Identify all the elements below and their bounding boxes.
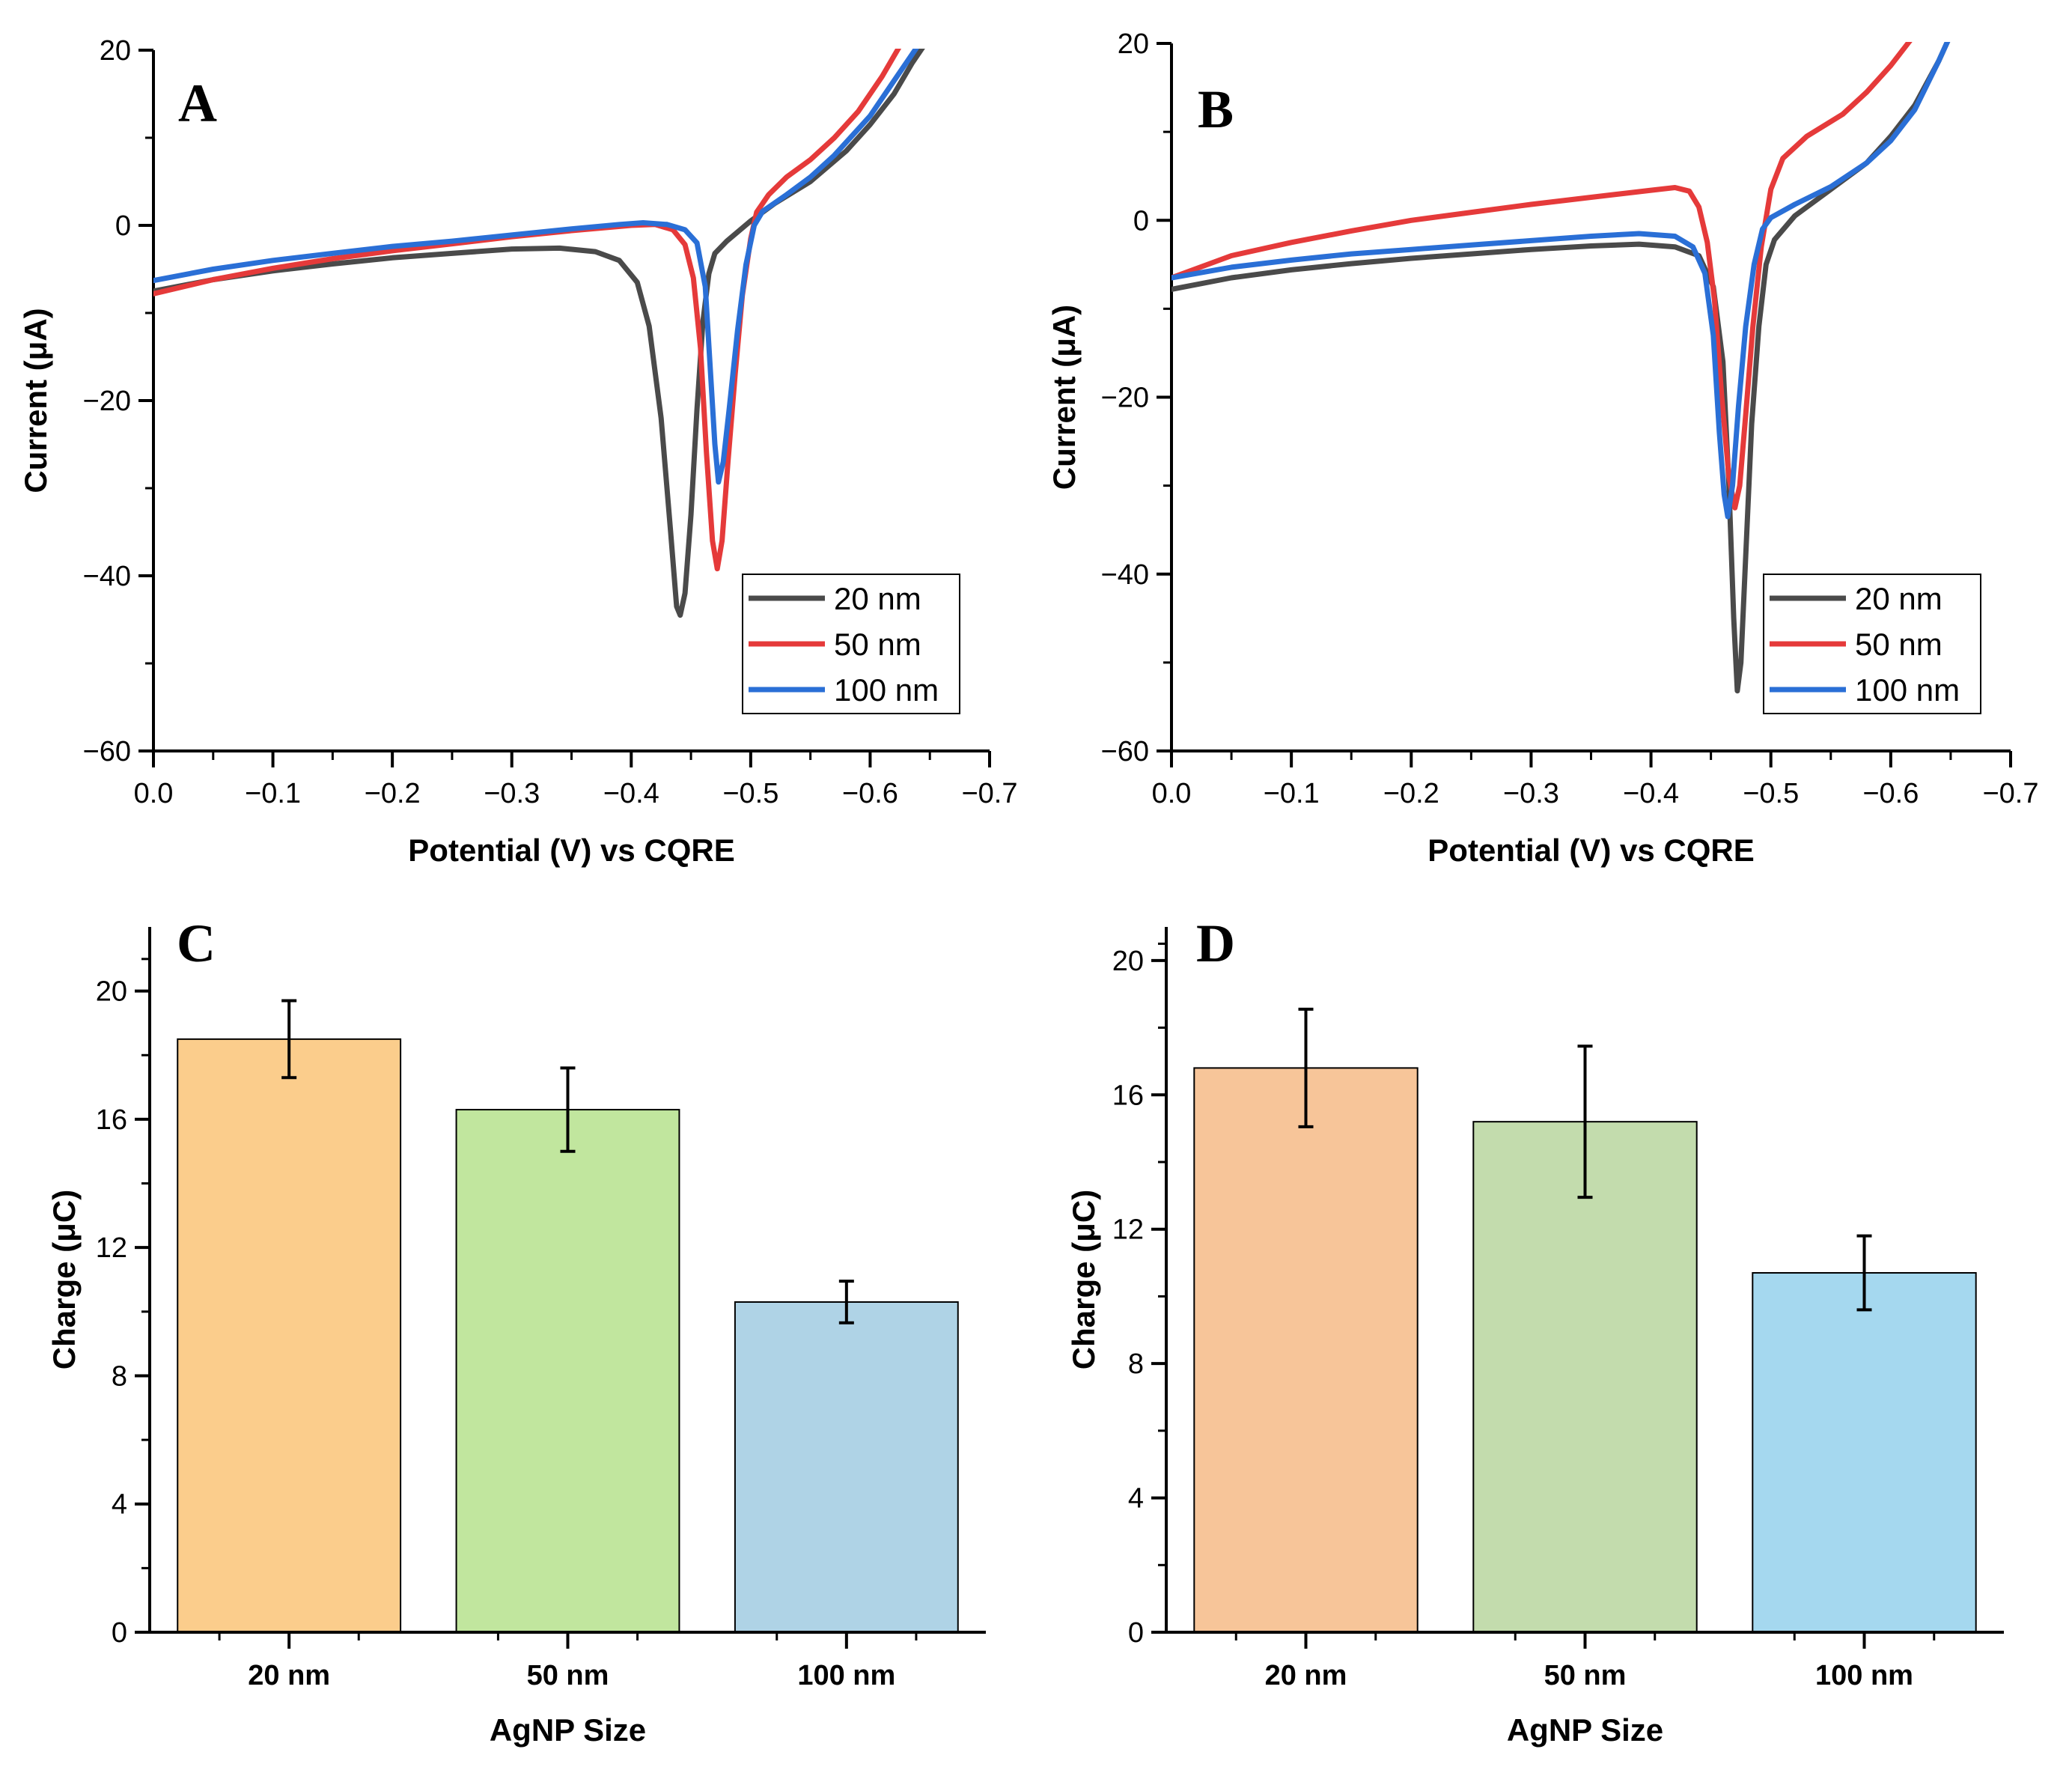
x-tick-label: −0.1 [1264, 778, 1320, 809]
y-tick-label: 0 [1128, 1617, 1144, 1649]
legend: 20 nm 50 nm 100 nm [742, 574, 960, 714]
panel-label: B [1198, 79, 1234, 139]
y-tick-label: 20 [1112, 946, 1144, 977]
y-tick-label: −60 [83, 736, 131, 767]
legend-label: 20 nm [1855, 581, 1942, 616]
legend-label: 20 nm [834, 581, 921, 616]
series-line-50-nm [153, 49, 902, 572]
x-tick-label: 50 nm [527, 1660, 609, 1691]
y-tick-label: −40 [83, 561, 131, 592]
y-tick-label: −40 [1101, 559, 1149, 591]
y-tick-label: 12 [1112, 1214, 1144, 1246]
bar-100-nm [734, 1301, 959, 1634]
series-line-100-nm [1171, 42, 1951, 520]
legend-label: 100 nm [1855, 672, 1960, 708]
x-tick-label: −0.5 [722, 778, 778, 809]
y-tick-label: 0 [112, 1617, 127, 1649]
y-tick-label: 8 [1128, 1348, 1144, 1380]
y-axis-title: Current (μA) [1046, 305, 1082, 490]
chart-B: 0.0 −0.1 −0.2 −0.3 −0.4 −0.5 −0.6 −0.7 −60 −40 −20… [1046, 28, 2039, 868]
x-tick-label: 0.0 [134, 778, 174, 809]
x-tick-label: −0.4 [603, 778, 659, 809]
y-tick-label: 8 [112, 1360, 127, 1392]
error-bar [1856, 1234, 1872, 1312]
y-axis-title: Current (μA) [18, 308, 53, 493]
bar-20-nm [1193, 1067, 1419, 1633]
chart-D: 20 nm 50 nm 100 nm 0 4 8 12 16 20 D AgNP Size Charg… [1066, 913, 2004, 1748]
y-tick-label: 4 [1128, 1483, 1144, 1515]
x-tick-label: −0.7 [961, 778, 1017, 809]
x-tick-label: −0.2 [1383, 778, 1439, 809]
bar-20-nm [177, 1038, 402, 1633]
legend-label: 50 nm [1855, 627, 1942, 662]
y-tick-label: 4 [112, 1489, 127, 1521]
x-tick-label: −0.7 [1982, 778, 2038, 809]
error-bar [560, 1066, 576, 1153]
legend: 20 nm 50 nm 100 nm [1763, 574, 1981, 714]
y-tick-label: 16 [1112, 1080, 1144, 1111]
x-tick-label: 100 nm [797, 1660, 895, 1691]
x-axis-title: AgNP Size [1507, 1712, 1663, 1748]
x-tick-label: −0.3 [484, 778, 540, 809]
y-tick-label: 16 [96, 1104, 127, 1136]
chart-C: 20 nm 50 nm 100 nm 0 4 8 12 16 20 C AgNP Size Charg… [46, 913, 986, 1748]
x-tick-label: −0.3 [1503, 778, 1559, 809]
x-tick-label: −0.6 [1862, 778, 1919, 809]
y-tick-label: −20 [83, 386, 131, 417]
bar-50-nm [1472, 1121, 1698, 1633]
y-tick-label: −60 [1101, 736, 1149, 767]
x-tick-label: −0.5 [1743, 778, 1799, 809]
y-tick-label: 20 [100, 35, 131, 67]
y-tick-label: 12 [96, 1232, 127, 1264]
series-line-20-nm [153, 49, 925, 618]
error-bar [838, 1280, 854, 1325]
x-tick-label: 20 nm [1265, 1660, 1347, 1691]
x-axis-title: Potential (V) vs CQRE [1427, 833, 1754, 868]
x-tick-label: −0.2 [365, 778, 421, 809]
x-tick-label: 0.0 [1152, 778, 1192, 809]
legend-label: 50 nm [834, 627, 921, 662]
chart-A: 0.0 −0.1 −0.2 −0.3 −0.4 −0.5 −0.6 −0.7 −60 −40 −20… [18, 35, 1018, 868]
x-tick-label: 20 nm [248, 1660, 330, 1691]
bar-100-nm [1752, 1272, 1977, 1633]
x-tick-label: −0.1 [245, 778, 301, 809]
error-bar [1298, 1007, 1314, 1128]
panel-label: D [1196, 913, 1235, 973]
y-tick-label: 20 [96, 976, 127, 1008]
x-tick-label: −0.6 [842, 778, 898, 809]
x-tick-label: −0.4 [1623, 778, 1679, 809]
y-tick-label: 0 [1133, 205, 1149, 237]
y-axis-title: Charge (μC) [1066, 1190, 1101, 1369]
x-tick-label: 50 nm [1544, 1660, 1627, 1691]
panel-label: A [178, 73, 217, 133]
series-line-50-nm [1171, 42, 1913, 511]
y-tick-label: 0 [115, 210, 131, 242]
series-line-100-nm [153, 49, 919, 485]
panel-label: C [177, 913, 216, 973]
x-tick-label: 100 nm [1815, 1660, 1913, 1691]
x-axis-title: AgNP Size [490, 1712, 646, 1748]
y-axis-title: Charge (μC) [46, 1190, 82, 1369]
error-bar [281, 999, 297, 1080]
y-tick-label: 20 [1118, 28, 1149, 60]
x-axis-title: Potential (V) vs CQRE [408, 833, 734, 868]
error-bar [1577, 1044, 1593, 1199]
y-tick-label: −20 [1101, 383, 1149, 414]
bar-50-nm [455, 1109, 680, 1633]
legend-label: 100 nm [834, 672, 939, 708]
